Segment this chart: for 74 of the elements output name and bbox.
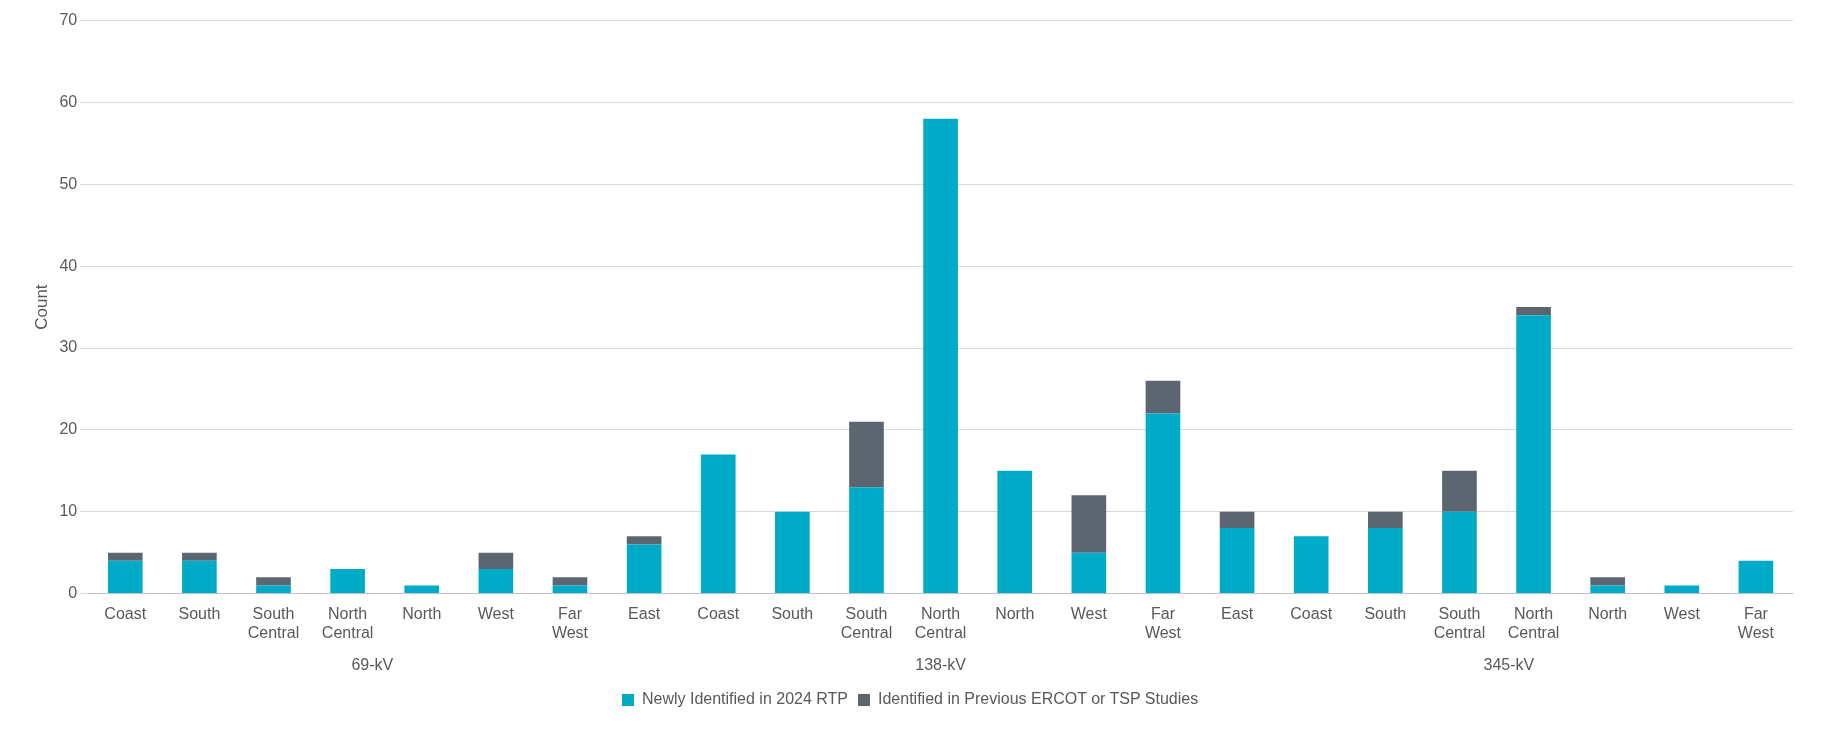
bar (1590, 585, 1626, 594)
bar (552, 585, 588, 594)
x-tick-label: Coast (697, 604, 740, 622)
bar (1516, 307, 1551, 316)
x-tick-label: West (1663, 604, 1701, 622)
bar (1442, 470, 1477, 512)
bar (923, 118, 958, 594)
legend-label: Newly Identified in 2024 RTP (641, 690, 849, 708)
x-tick-label: North (1588, 604, 1628, 622)
bar (1293, 536, 1329, 594)
bar (1442, 511, 1477, 594)
text: 345-kV (1483, 656, 1535, 674)
bar (256, 585, 291, 594)
x-tick-label: South (1364, 604, 1407, 622)
y-tick-label: 50 (59, 174, 78, 192)
x-tick-label: East (1221, 604, 1254, 622)
x-tick-label: Far West (551, 604, 589, 641)
bar (552, 577, 588, 586)
bar (478, 569, 514, 594)
bar (849, 421, 884, 488)
x-tick-label: East (628, 604, 661, 622)
y-axis-title: Count (31, 284, 51, 330)
x-tick-label: Coast (104, 604, 147, 622)
bar (182, 560, 217, 594)
bar (478, 552, 514, 570)
x-tick-label: South Central (840, 604, 893, 641)
y-tick-label: 30 (59, 338, 78, 356)
x-tick-label: West (477, 604, 515, 622)
bar (182, 552, 217, 561)
x-tick-label: North (995, 604, 1035, 622)
x-tick-label: Far West (1144, 604, 1182, 641)
bar (107, 552, 143, 561)
x-tick-label: Coast (1290, 604, 1333, 622)
x-tick-label: North (402, 604, 442, 622)
bar (1664, 585, 1700, 594)
x-tick-label: North Central (321, 604, 374, 641)
bar (626, 544, 662, 594)
bar (1219, 511, 1255, 529)
bar (1219, 528, 1255, 594)
y-tick-label: 60 (59, 92, 78, 110)
bar (1071, 495, 1107, 553)
bar (1145, 413, 1181, 594)
bar (626, 536, 662, 545)
y-tick-label: 20 (59, 420, 78, 438)
bar (1368, 528, 1403, 594)
x-tick-label: South Central (1433, 604, 1486, 641)
bar (1071, 552, 1107, 594)
bar (700, 454, 736, 594)
legend-label: Identified in Previous ERCOT or TSP Studies (878, 690, 1199, 708)
x-tick-label: South (771, 604, 814, 622)
text: 138-kV (915, 656, 967, 674)
bar (1738, 560, 1774, 594)
x-tick-label: West (1070, 604, 1108, 622)
bar (1368, 511, 1403, 529)
x-tick-label: South (178, 604, 221, 622)
bar (1590, 577, 1626, 586)
bar (107, 560, 143, 594)
bar (1145, 380, 1181, 414)
y-tick-label: 10 (59, 502, 78, 520)
y-tick-label: 0 (68, 584, 78, 602)
x-tick-label: Far West (1737, 604, 1775, 641)
y-tick-label: 40 (59, 256, 78, 274)
y-tick-label: 70 (59, 11, 78, 29)
bar (330, 569, 365, 594)
bar (849, 487, 884, 594)
bar (404, 585, 440, 594)
x-tick-label: North Central (1507, 604, 1560, 641)
bar (1516, 315, 1551, 594)
bar (775, 511, 810, 594)
text: 69-kV (351, 656, 394, 674)
bar (997, 470, 1033, 594)
x-tick-label: South Central (247, 604, 300, 641)
bar (256, 577, 291, 586)
x-tick-label: North Central (914, 604, 967, 641)
